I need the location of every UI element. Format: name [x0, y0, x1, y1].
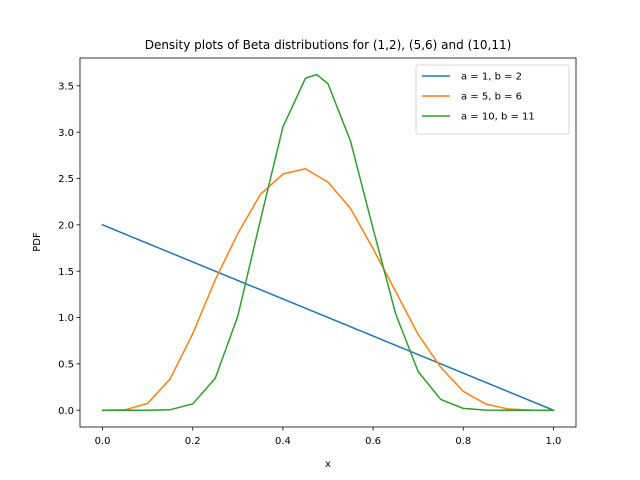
axes-frame [79, 57, 577, 428]
y-tick-label: 3.0 [58, 128, 74, 139]
y-tick-label: 1.5 [58, 267, 74, 278]
y-tick-label: 0.0 [58, 406, 74, 417]
series-line-1 [101, 223, 555, 412]
plot-series-group [101, 73, 555, 412]
y-axis-label: PDF [32, 232, 43, 252]
x-tick-label: 0.4 [275, 436, 291, 447]
x-tick-label: 0.6 [365, 436, 381, 447]
y-tick-label: 3.5 [58, 81, 74, 92]
series-line-2 [101, 168, 555, 411]
series-line-3 [101, 73, 555, 411]
x-axis-ticks: 0.0 0.2 0.4 0.6 0.8 1.0 [95, 427, 562, 447]
x-tick-label: 0.8 [455, 436, 471, 447]
chart-title: Density plots of Beta distributions for … [145, 38, 512, 52]
legend-label-3: a = 10, b = 11 [461, 112, 535, 123]
x-axis-label: x [325, 459, 331, 470]
legend-label-2: a = 5, b = 6 [461, 92, 522, 103]
legend-box [415, 64, 570, 135]
legend-label-1: a = 1, b = 2 [461, 72, 522, 83]
y-tick-label: 2.5 [58, 174, 74, 185]
y-tick-label: 1.0 [58, 313, 74, 324]
legend: a = 1, b = 2 a = 5, b = 6 a = 10, b = 11 [415, 64, 570, 135]
x-tick-label: 1.0 [546, 436, 562, 447]
y-tick-label: 2.0 [58, 220, 74, 231]
x-tick-label: 0.2 [185, 436, 201, 447]
y-tick-label: 0.5 [58, 359, 74, 370]
x-tick-label: 0.0 [95, 436, 111, 447]
y-axis-ticks: 0.0 0.5 1.0 1.5 2.0 2.5 3.0 3.5 [58, 81, 80, 417]
